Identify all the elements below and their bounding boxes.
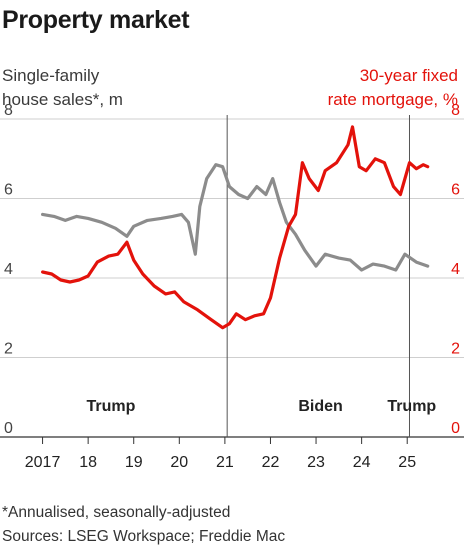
right-axis-label: 30-year fixed rate mortgage, % (328, 64, 458, 112)
sources: Sources: LSEG Workspace; Freddie Mac (2, 528, 286, 545)
x-tick-label: 21 (216, 454, 234, 471)
x-tick-label: 19 (125, 454, 143, 471)
right-axis-label-line-1: 30-year fixed (359, 66, 458, 85)
left-tick-label: 6 (4, 182, 13, 199)
right-tick-label: 0 (451, 420, 460, 437)
mortgage-rate-line (41, 125, 430, 330)
x-tick-label: 22 (262, 454, 280, 471)
x-tick-label: 2017 (25, 454, 61, 471)
x-tick-label: 25 (398, 454, 416, 471)
x-tick-label: 24 (353, 454, 371, 471)
left-tick-label: 8 (4, 102, 13, 119)
house-sales-line (41, 163, 430, 272)
right-tick-label: 4 (451, 261, 460, 278)
x-tick-label: 20 (170, 454, 188, 471)
left-axis-label: Single-family house sales*, m (2, 64, 123, 112)
annotation-biden: Biden (298, 398, 342, 415)
footnote: *Annualised, seasonally-adjusted (2, 504, 231, 521)
right-tick-label: 2 (451, 341, 460, 358)
annotation-trump: Trump (387, 398, 436, 415)
left-axis-label-line-1: Single-family (2, 66, 100, 85)
annotation-trump: Trump (86, 398, 135, 415)
chart-title: Property market (2, 6, 190, 34)
right-tick-label: 8 (451, 102, 460, 119)
left-tick-label: 4 (4, 261, 13, 278)
left-tick-label: 0 (4, 420, 13, 437)
left-axis-label-line-2: house sales*, m (2, 90, 123, 109)
right-tick-label: 6 (451, 182, 460, 199)
x-tick-label: 23 (307, 454, 325, 471)
right-axis-label-line-2: rate mortgage, % (327, 90, 458, 109)
x-tick-label: 18 (79, 454, 97, 471)
left-tick-label: 2 (4, 341, 13, 358)
